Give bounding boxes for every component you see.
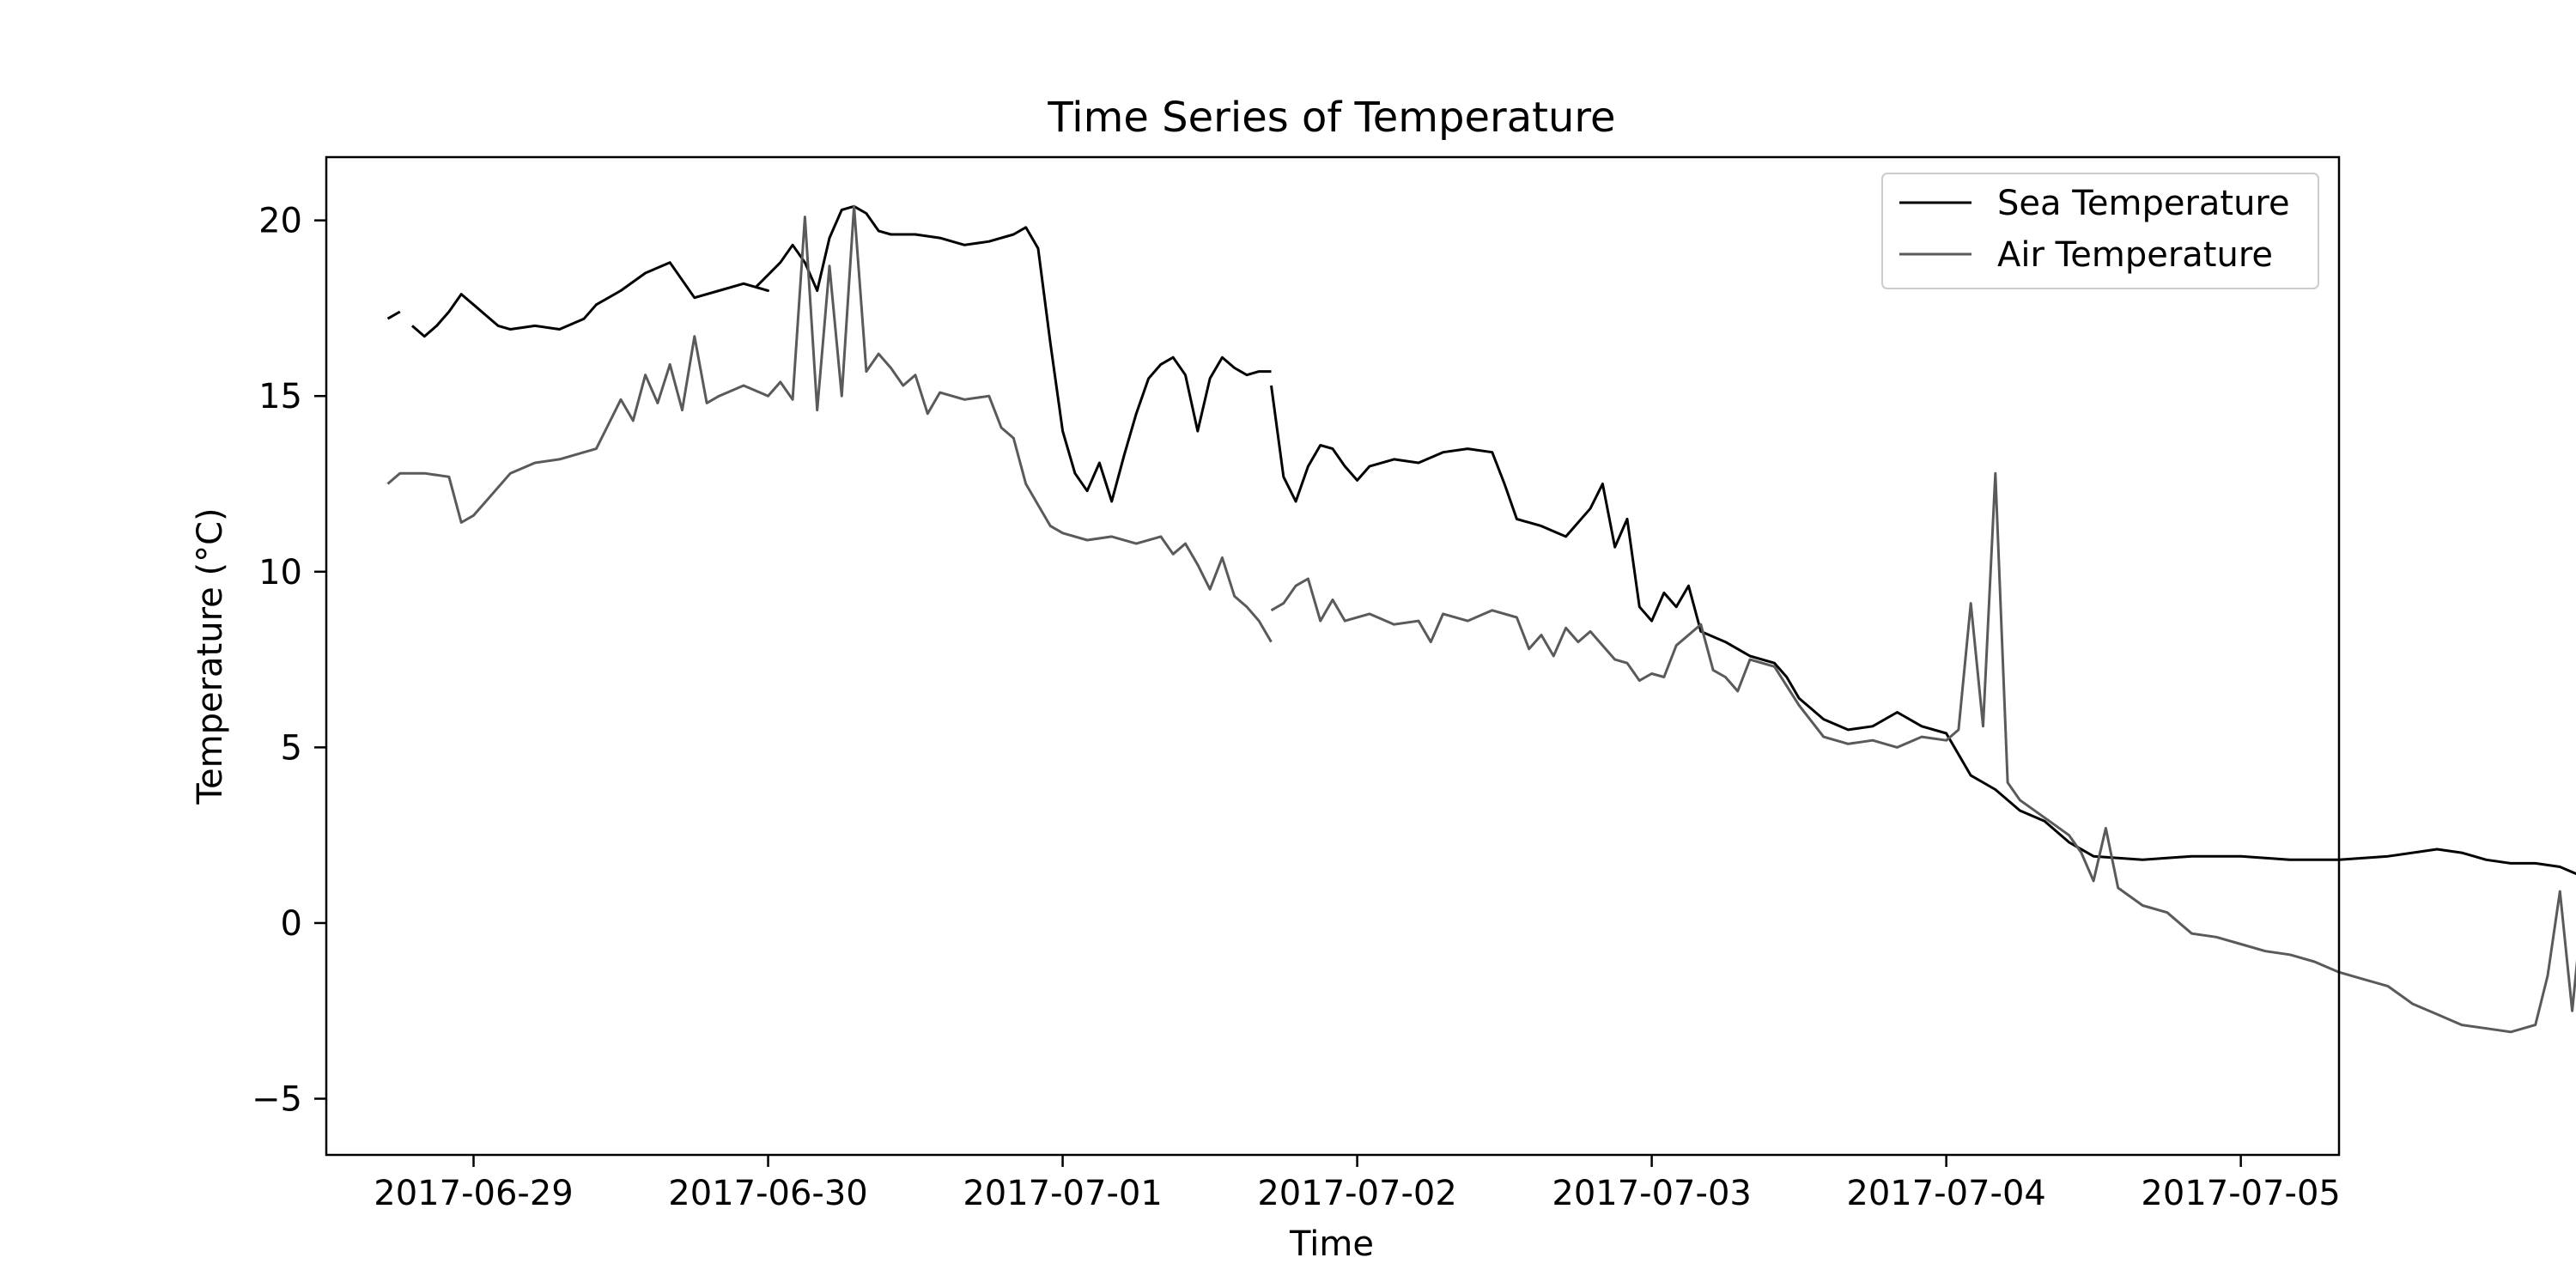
sea-temperature-line-segment-2 (1270, 385, 2576, 876)
legend-label-sea: Sea Temperature (1997, 184, 2290, 223)
chart-title: Time Series of Temperature (1047, 94, 1615, 142)
plot-frame (325, 155, 2341, 1157)
y-tick-label-5: 20 (258, 202, 302, 241)
legend-label-air: Air Temperature (1997, 235, 2273, 275)
y-tick-label-2: 5 (281, 728, 302, 768)
y-tick-label-1: 0 (281, 904, 302, 944)
sea-temperature-line-segment-0 (386, 310, 401, 320)
y-axis-label: Temperature (°C) (191, 507, 230, 805)
plot-lines (386, 204, 2576, 1034)
y-tick-label-0: −5 (252, 1080, 302, 1120)
x-tick-label-5: 2017-07-04 (1846, 1174, 2045, 1213)
legend-box (1881, 173, 2319, 289)
x-tick-label-4: 2017-07-03 (1552, 1174, 1751, 1213)
x-axis: 2017-06-29 2017-06-30 2017-07-01 2017-07-02… (374, 1155, 2341, 1213)
legend: Sea Temperature Air Temperature (1881, 173, 2319, 289)
air-temperature-line-segment-1 (1270, 471, 2576, 1034)
x-tick-label-0: 2017-06-29 (374, 1174, 573, 1213)
y-tick-label-3: 10 (258, 553, 302, 592)
y-tick-label-4: 15 (258, 377, 302, 416)
air-temperature-line-segment-0 (386, 204, 1273, 643)
x-tick-label-6: 2017-07-05 (2141, 1174, 2340, 1213)
x-tick-label-3: 2017-07-02 (1257, 1174, 1456, 1213)
x-tick-label-2: 2017-07-01 (963, 1174, 1162, 1213)
x-axis-label: Time (1289, 1224, 1374, 1264)
y-axis: −5 0 5 10 15 20 (252, 202, 326, 1120)
sea-temperature-line-segment-1 (411, 204, 1272, 503)
x-tick-label-1: 2017-06-30 (668, 1174, 867, 1213)
